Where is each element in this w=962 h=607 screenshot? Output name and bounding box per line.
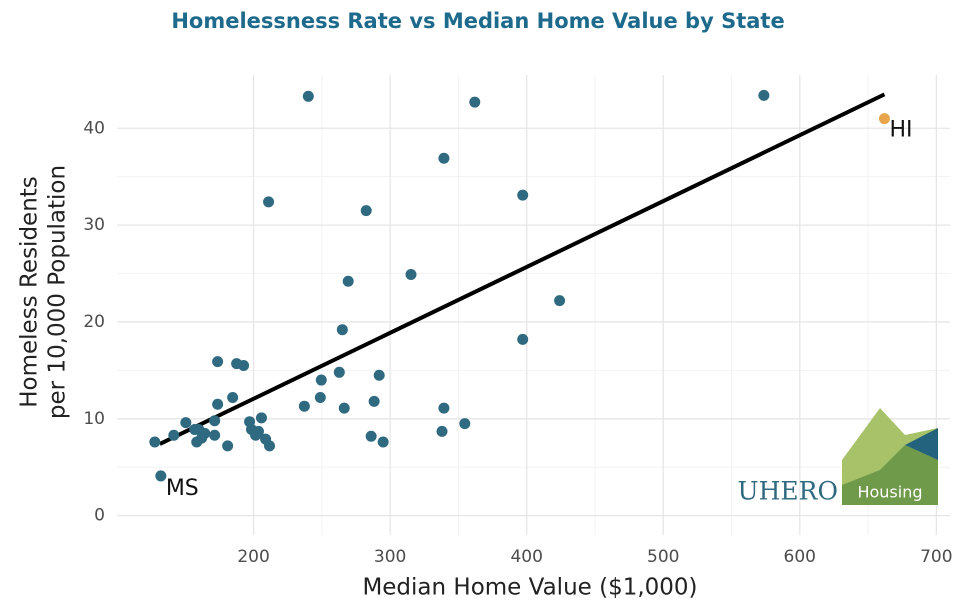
y-axis-title: per 10,000 Population	[45, 165, 71, 419]
point	[263, 196, 275, 208]
point	[168, 429, 180, 441]
point	[222, 440, 234, 452]
chart-title: Homelessness Rate vs Median Home Value b…	[171, 9, 784, 33]
point	[314, 391, 326, 403]
point	[438, 152, 450, 164]
point	[438, 402, 450, 414]
y-tick-label: 0	[94, 506, 105, 526]
point	[155, 470, 167, 482]
point	[212, 356, 224, 368]
point	[315, 374, 327, 386]
point-label: MS	[166, 476, 199, 501]
point	[459, 418, 471, 430]
point	[469, 96, 481, 108]
point	[252, 425, 264, 437]
point	[554, 295, 566, 307]
point	[212, 398, 224, 410]
point	[180, 417, 192, 429]
point	[360, 205, 372, 217]
x-axis-title: Median Home Value ($1,000)	[362, 575, 697, 601]
y-tick-label: 10	[83, 409, 105, 429]
y-axis-title: Homeless Residents	[17, 176, 43, 408]
point	[758, 89, 770, 101]
logo-text: UHERO	[738, 477, 838, 506]
x-tick-label: 500	[647, 547, 679, 567]
point	[302, 90, 314, 102]
point	[517, 189, 529, 201]
point	[227, 391, 239, 403]
point	[342, 275, 354, 287]
y-tick-label: 20	[83, 312, 105, 332]
logo-shape	[842, 445, 938, 505]
point-label: HI	[889, 118, 912, 143]
point	[336, 324, 348, 336]
point	[368, 395, 380, 407]
point	[333, 366, 345, 378]
point	[238, 360, 250, 372]
point	[209, 415, 221, 427]
x-tick-label: 700	[920, 547, 952, 567]
point	[436, 425, 448, 437]
y-tick-label: 30	[83, 215, 105, 235]
point	[405, 268, 417, 280]
x-tick-label: 400	[510, 547, 542, 567]
point	[255, 412, 267, 424]
point	[365, 430, 377, 442]
logo-shape	[905, 428, 938, 460]
x-tick-label: 200	[237, 547, 269, 567]
point	[878, 113, 890, 125]
x-tick-label: 300	[374, 547, 406, 567]
y-tick-label: 40	[83, 118, 105, 138]
logo: UHERO Housing	[738, 408, 938, 506]
logo-badge: Housing	[857, 483, 922, 502]
point	[264, 440, 276, 452]
point	[517, 333, 529, 345]
point	[298, 400, 310, 412]
point	[373, 369, 385, 381]
point	[377, 436, 389, 448]
point	[338, 402, 350, 414]
point	[149, 436, 161, 448]
point	[199, 427, 211, 439]
point	[209, 429, 221, 441]
trend-line	[159, 92, 886, 446]
x-tick-label: 600	[784, 547, 816, 567]
